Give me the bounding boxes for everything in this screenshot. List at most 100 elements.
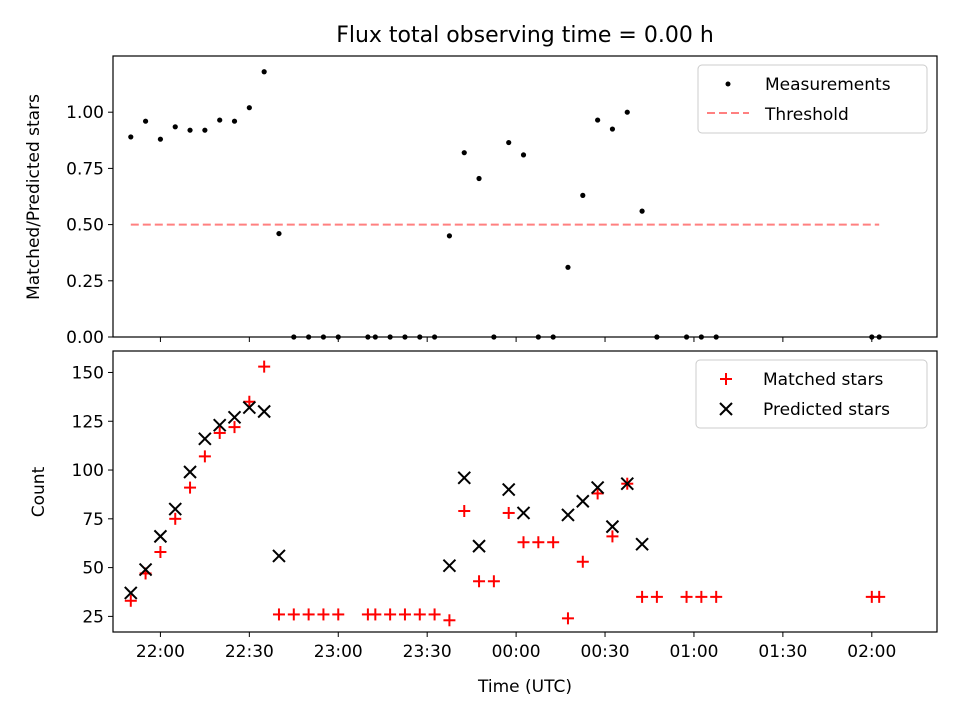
bottom-y-tick-label: 150 [72, 363, 104, 383]
matched-stars-point [228, 421, 241, 434]
bottom-y-tick-label: 100 [72, 461, 104, 481]
matched-stars-point [532, 536, 545, 549]
bottom-y-tick-label: 25 [82, 607, 104, 627]
bottom-x-tick-label: 01:00 [669, 642, 718, 662]
predicted-stars-point [576, 494, 590, 508]
matched-stars-point [384, 608, 397, 621]
bottom-x-tick-label: 00:30 [581, 642, 630, 662]
bottom-x-tick-label: 01:30 [758, 642, 807, 662]
matched-stars-point [502, 506, 515, 519]
bottom-x-tick-label: 23:30 [403, 642, 452, 662]
bottom-panel: 25 50 75 100 125 150 22:00 22:30 23:00 23:30 00:00… [29, 350, 938, 697]
top-y-tick-label: 1.00 [66, 103, 104, 123]
matched-stars-point [428, 608, 441, 621]
bottom-panel-marks [124, 360, 886, 627]
predicted-stars-point [257, 404, 271, 419]
top-y-axis-label: Matched/Predicted stars [24, 94, 44, 300]
matched-stars-point [650, 590, 663, 603]
predicted-stars-point [442, 558, 457, 573]
top-panel-axes: 0.00 0.25 0.50 0.75 1.00 [66, 103, 873, 348]
predicted-stars-point [620, 476, 634, 491]
measurement-point [609, 126, 616, 132]
predicted-stars-point [590, 480, 605, 495]
top-y-tick-label: 0.00 [66, 328, 104, 348]
bottom-x-tick-label: 22:00 [136, 642, 185, 662]
top-panel-marks [128, 69, 882, 340]
matched-stars-point [369, 608, 382, 621]
matched-stars-point [243, 395, 256, 408]
predicted-stars-point [516, 506, 531, 520]
bottom-legend: Matched stars Predicted stars [695, 359, 928, 429]
bottom-x-tick-label: 02:00 [847, 642, 896, 662]
legend-measurements-label: Measurements [765, 75, 891, 95]
matched-stars-point [517, 536, 530, 549]
predicted-stars-point [168, 502, 182, 516]
bottom-x-tick-label: 23:00 [314, 642, 363, 662]
matched-stars-point [213, 426, 226, 439]
top-y-tick-label: 0.25 [66, 272, 104, 292]
measurement-point [172, 124, 178, 130]
matched-stars-point [398, 608, 411, 621]
measurement-point [231, 118, 238, 124]
measurement-point [217, 117, 223, 123]
matched-stars-point [576, 555, 589, 568]
matched-stars-point [636, 590, 649, 603]
predicted-stars-point [213, 418, 227, 432]
x-axis-label: Time (UTC) [477, 677, 572, 697]
top-panel: 0.00 0.25 0.50 0.75 1.00 Matched/Predicted s… [24, 55, 938, 348]
measurement-point [276, 230, 282, 237]
measurement-point [246, 105, 252, 111]
matched-stars-point [272, 608, 285, 621]
matched-stars-point [695, 590, 708, 603]
measurement-point [476, 175, 482, 182]
top-y-tick-label: 0.50 [66, 216, 104, 236]
matched-stars-point [591, 487, 604, 500]
measurement-point [261, 69, 267, 75]
measurement-point [639, 208, 645, 214]
matched-stars-point [154, 545, 167, 558]
bottom-y-tick-label: 75 [82, 510, 104, 530]
measurement-point [446, 233, 453, 239]
predicted-stars-point [502, 482, 516, 497]
matched-stars-point [680, 590, 693, 603]
legend-matched-label: Matched stars [763, 370, 883, 390]
predicted-stars-point [242, 400, 257, 415]
bottom-legend-box [695, 359, 928, 429]
bottom-x-tick-label: 22:30 [225, 642, 274, 662]
top-y-tick-label: 0.75 [66, 159, 104, 179]
predicted-stars-point [272, 549, 286, 563]
measurement-point [624, 109, 630, 115]
measurement-point [202, 127, 208, 133]
matched-stars-point [473, 575, 486, 588]
predicted-stars-point [457, 471, 471, 485]
top-panel-frame [112, 55, 938, 338]
matched-stars-point [332, 608, 345, 621]
matched-stars-point [302, 608, 315, 621]
bottom-x-tick-label: 00:00 [492, 642, 541, 662]
predicted-stars-point [561, 508, 575, 522]
matched-stars-point [287, 608, 300, 621]
matched-stars-point [547, 536, 560, 549]
measurement-point [506, 139, 512, 146]
bottom-y-tick-label: 50 [82, 559, 104, 579]
matched-stars-point [606, 530, 619, 543]
matched-stars-point [710, 590, 723, 603]
top-legend-box [697, 64, 928, 134]
measurement-point [128, 134, 134, 140]
predicted-stars-point [138, 562, 153, 577]
matched-stars-point [487, 575, 500, 588]
matched-stars-point [873, 590, 886, 603]
predicted-stars-point [635, 537, 649, 551]
bottom-y-axis-label: Count [29, 466, 49, 517]
matched-stars-point [124, 594, 137, 607]
figure-title: Flux total observing time = 0.00 h [336, 23, 714, 48]
predicted-stars-point [605, 519, 620, 534]
predicted-stars-point [124, 586, 138, 600]
measurement-point [142, 118, 149, 124]
predicted-stars-point [472, 539, 486, 553]
predicted-stars-point [183, 465, 197, 479]
legend-threshold-label: Threshold [764, 105, 849, 125]
bottom-panel-frame [112, 350, 938, 633]
matched-stars-point [317, 608, 330, 621]
